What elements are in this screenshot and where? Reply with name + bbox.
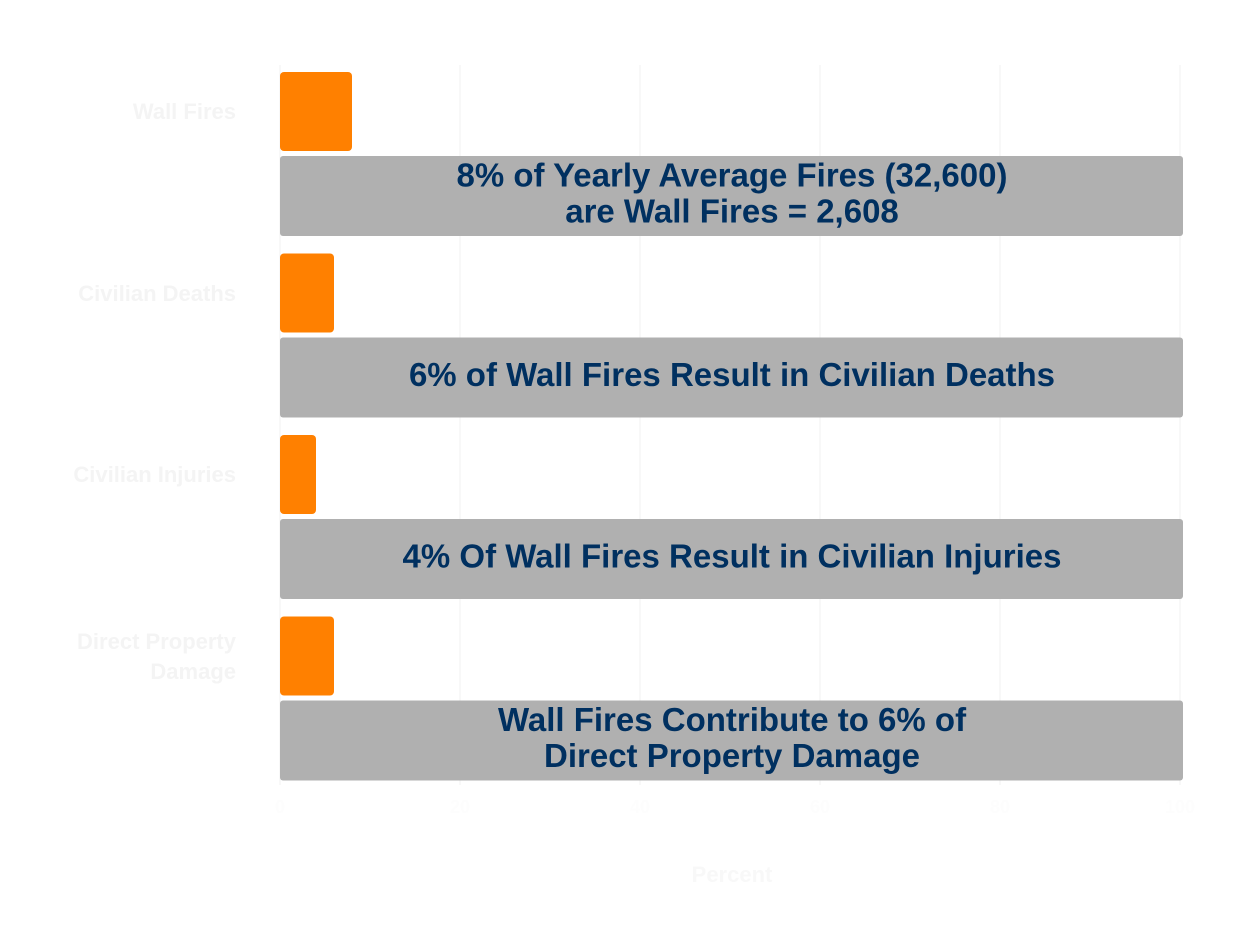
y-tick-label: Direct Property Damage [77, 628, 236, 684]
annotation-text: Direct Property Damage [544, 737, 920, 774]
y-tick-label: Civilian Injuries [73, 462, 236, 487]
annotation-text: 8% of Yearly Average Fires (32,600) [457, 157, 1008, 194]
annotation-text: 6% of Wall Fires Result in Civilian Deat… [409, 356, 1055, 393]
x-tick-label: 0 [275, 797, 285, 817]
bar [280, 253, 334, 333]
x-tick-label: 20 [450, 797, 470, 817]
annotation-text: 4% Of Wall Fires Result in Civilian Inju… [403, 538, 1062, 575]
x-tick-label: 80 [990, 797, 1010, 817]
annotation-box [280, 156, 1183, 236]
bar [280, 435, 316, 514]
y-tick-label: Civilian Deaths [78, 280, 236, 306]
bar [280, 72, 352, 151]
x-tick-label: 100 [1165, 797, 1195, 817]
annotation-box [280, 700, 1183, 781]
annotation-text: Wall Fires Contribute to 6% of [498, 701, 967, 738]
bar [280, 616, 334, 696]
x-tick-label: 60 [810, 797, 830, 817]
annotation-text: are Wall Fires = 2,608 [565, 193, 899, 230]
x-tick-label: 40 [630, 797, 650, 817]
annotation-box [280, 519, 1183, 599]
y-tick-label: Wall Fires [132, 99, 236, 124]
annotation-box [280, 337, 1183, 418]
x-axis-label: Percent [692, 862, 773, 887]
